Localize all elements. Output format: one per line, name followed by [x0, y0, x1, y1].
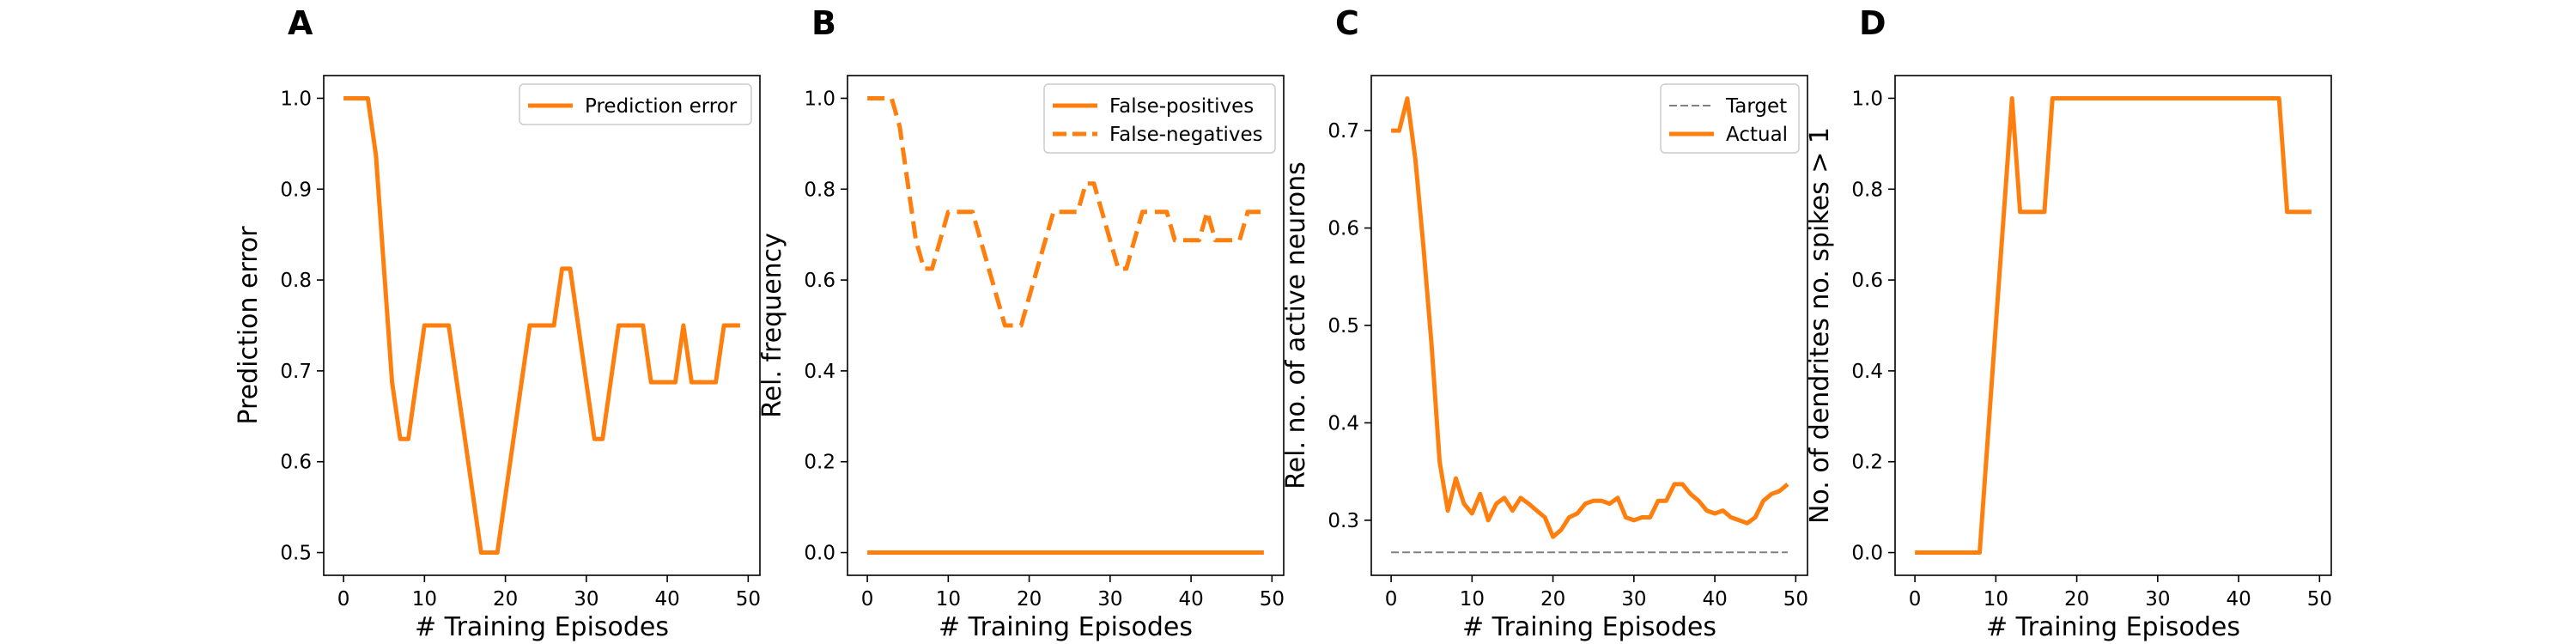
y-tick-label: 0.8	[280, 270, 312, 292]
series-line-actual	[1391, 96, 1789, 539]
y-tick-label: 0.6	[804, 270, 835, 292]
y-tick-label: 0.7	[1327, 120, 1359, 143]
legend-label: Prediction error	[585, 95, 738, 118]
x-tick-label: 0	[1909, 588, 1922, 611]
y-axis-label: Rel. frequency	[757, 233, 787, 418]
legend: Target Actual	[1660, 83, 1800, 154]
y-tick-label: 0.0	[1851, 543, 1883, 565]
x-tick-label: 20	[493, 588, 518, 611]
panel-letter: B	[811, 4, 836, 42]
x-tick-label: 10	[1984, 588, 2008, 611]
x-tick-label: 10	[412, 588, 437, 611]
y-tick-label: 0.4	[1851, 361, 1883, 383]
y-tick-label: 0.3	[1327, 510, 1359, 532]
x-tick-label: 50	[2307, 588, 2332, 611]
y-tick-label: 0.6	[1851, 270, 1883, 292]
x-tick-label: 30	[1621, 588, 1646, 611]
panel-b: B 0 10 20 30 40 50 0.0 0.2 0.4 0.6 0.8 1.0 # Training…	[757, 4, 1285, 642]
y-tick-label: 0.4	[1327, 412, 1359, 434]
x-axis-label: # Training Episodes	[1462, 612, 1716, 642]
x-tick-label: 40	[1702, 588, 1727, 611]
x-tick-label: 30	[1097, 588, 1122, 611]
y-tick-label: 1.0	[804, 88, 835, 110]
x-tick-label: 20	[1540, 588, 1565, 611]
axes-frame	[323, 75, 761, 576]
series-line-false-negatives	[867, 96, 1264, 328]
y-axis-label: Rel. no. of active neurons	[1281, 161, 1311, 489]
y-tick-label: 0.6	[280, 452, 312, 474]
panel-letter: D	[1859, 4, 1886, 42]
y-tick-label: 0.0	[804, 543, 835, 565]
x-tick-label: 10	[1460, 588, 1485, 611]
x-tick-label: 30	[2145, 588, 2170, 611]
y-tick-label: 0.2	[804, 452, 835, 474]
panel-letter: C	[1335, 4, 1359, 42]
legend: Prediction error	[519, 83, 752, 125]
x-tick-label: 30	[574, 588, 598, 611]
legend-label: False-negatives	[1109, 124, 1263, 146]
y-axis-label: No. of dendrites no. spikes > 1	[1805, 127, 1835, 524]
x-tick-label: 0	[861, 588, 874, 611]
panel-c: C 0 10 20 30 40 50 0.3 0.4 0.5 0.6 0.7 # Training Ep…	[1281, 4, 1808, 642]
x-tick-label: 10	[936, 588, 961, 611]
series-line	[1915, 96, 2312, 555]
y-axis-label: Prediction error	[234, 226, 264, 425]
y-tick-label: 0.4	[804, 361, 835, 383]
x-tick-label: 20	[1017, 588, 1042, 611]
panel-d: D 0 10 20 30 40 50 0.0 0.2 0.4 0.6 0.8 1.0 # Training…	[1805, 4, 2332, 642]
x-tick-label: 20	[2064, 588, 2089, 611]
x-tick-label: 0	[337, 588, 350, 611]
y-tick-label: 0.9	[280, 179, 312, 201]
y-tick-label: 0.7	[280, 361, 312, 383]
series-line-prediction-error	[343, 96, 740, 555]
y-tick-label: 1.0	[1851, 88, 1883, 110]
y-tick-label: 0.6	[1327, 218, 1359, 240]
legend-label: Target	[1725, 95, 1787, 118]
x-axis-label: # Training Episodes	[939, 612, 1193, 642]
x-tick-label: 0	[1385, 588, 1398, 611]
axes-frame	[1894, 75, 2332, 576]
x-axis-label: # Training Episodes	[1986, 612, 2240, 642]
legend-box	[519, 83, 752, 125]
axes-frame	[847, 75, 1285, 576]
y-tick-label: 1.0	[280, 88, 312, 110]
x-axis-label: # Training Episodes	[415, 612, 669, 642]
legend-label: Actual	[1726, 124, 1788, 146]
y-tick-label: 0.5	[1327, 315, 1359, 337]
y-tick-label: 0.5	[280, 543, 312, 565]
y-tick-label: 0.8	[804, 179, 835, 201]
x-tick-label: 50	[1783, 588, 1808, 611]
panel-a: A 0 10 20 30 40 50 0.5 0.6 0.7 0.8 0.9 1.0 # Training…	[234, 4, 761, 642]
x-tick-label: 50	[736, 588, 761, 611]
x-tick-label: 40	[1178, 588, 1203, 611]
legend-label: False-positives	[1109, 95, 1254, 118]
panel-letter: A	[288, 4, 313, 42]
legend-box	[1043, 83, 1276, 154]
legend: False-positives False-negatives	[1043, 83, 1276, 154]
y-tick-label: 0.8	[1851, 179, 1883, 201]
x-tick-label: 40	[654, 588, 679, 611]
y-tick-label: 0.2	[1851, 452, 1883, 474]
x-tick-label: 40	[2226, 588, 2251, 611]
x-tick-label: 50	[1260, 588, 1285, 611]
